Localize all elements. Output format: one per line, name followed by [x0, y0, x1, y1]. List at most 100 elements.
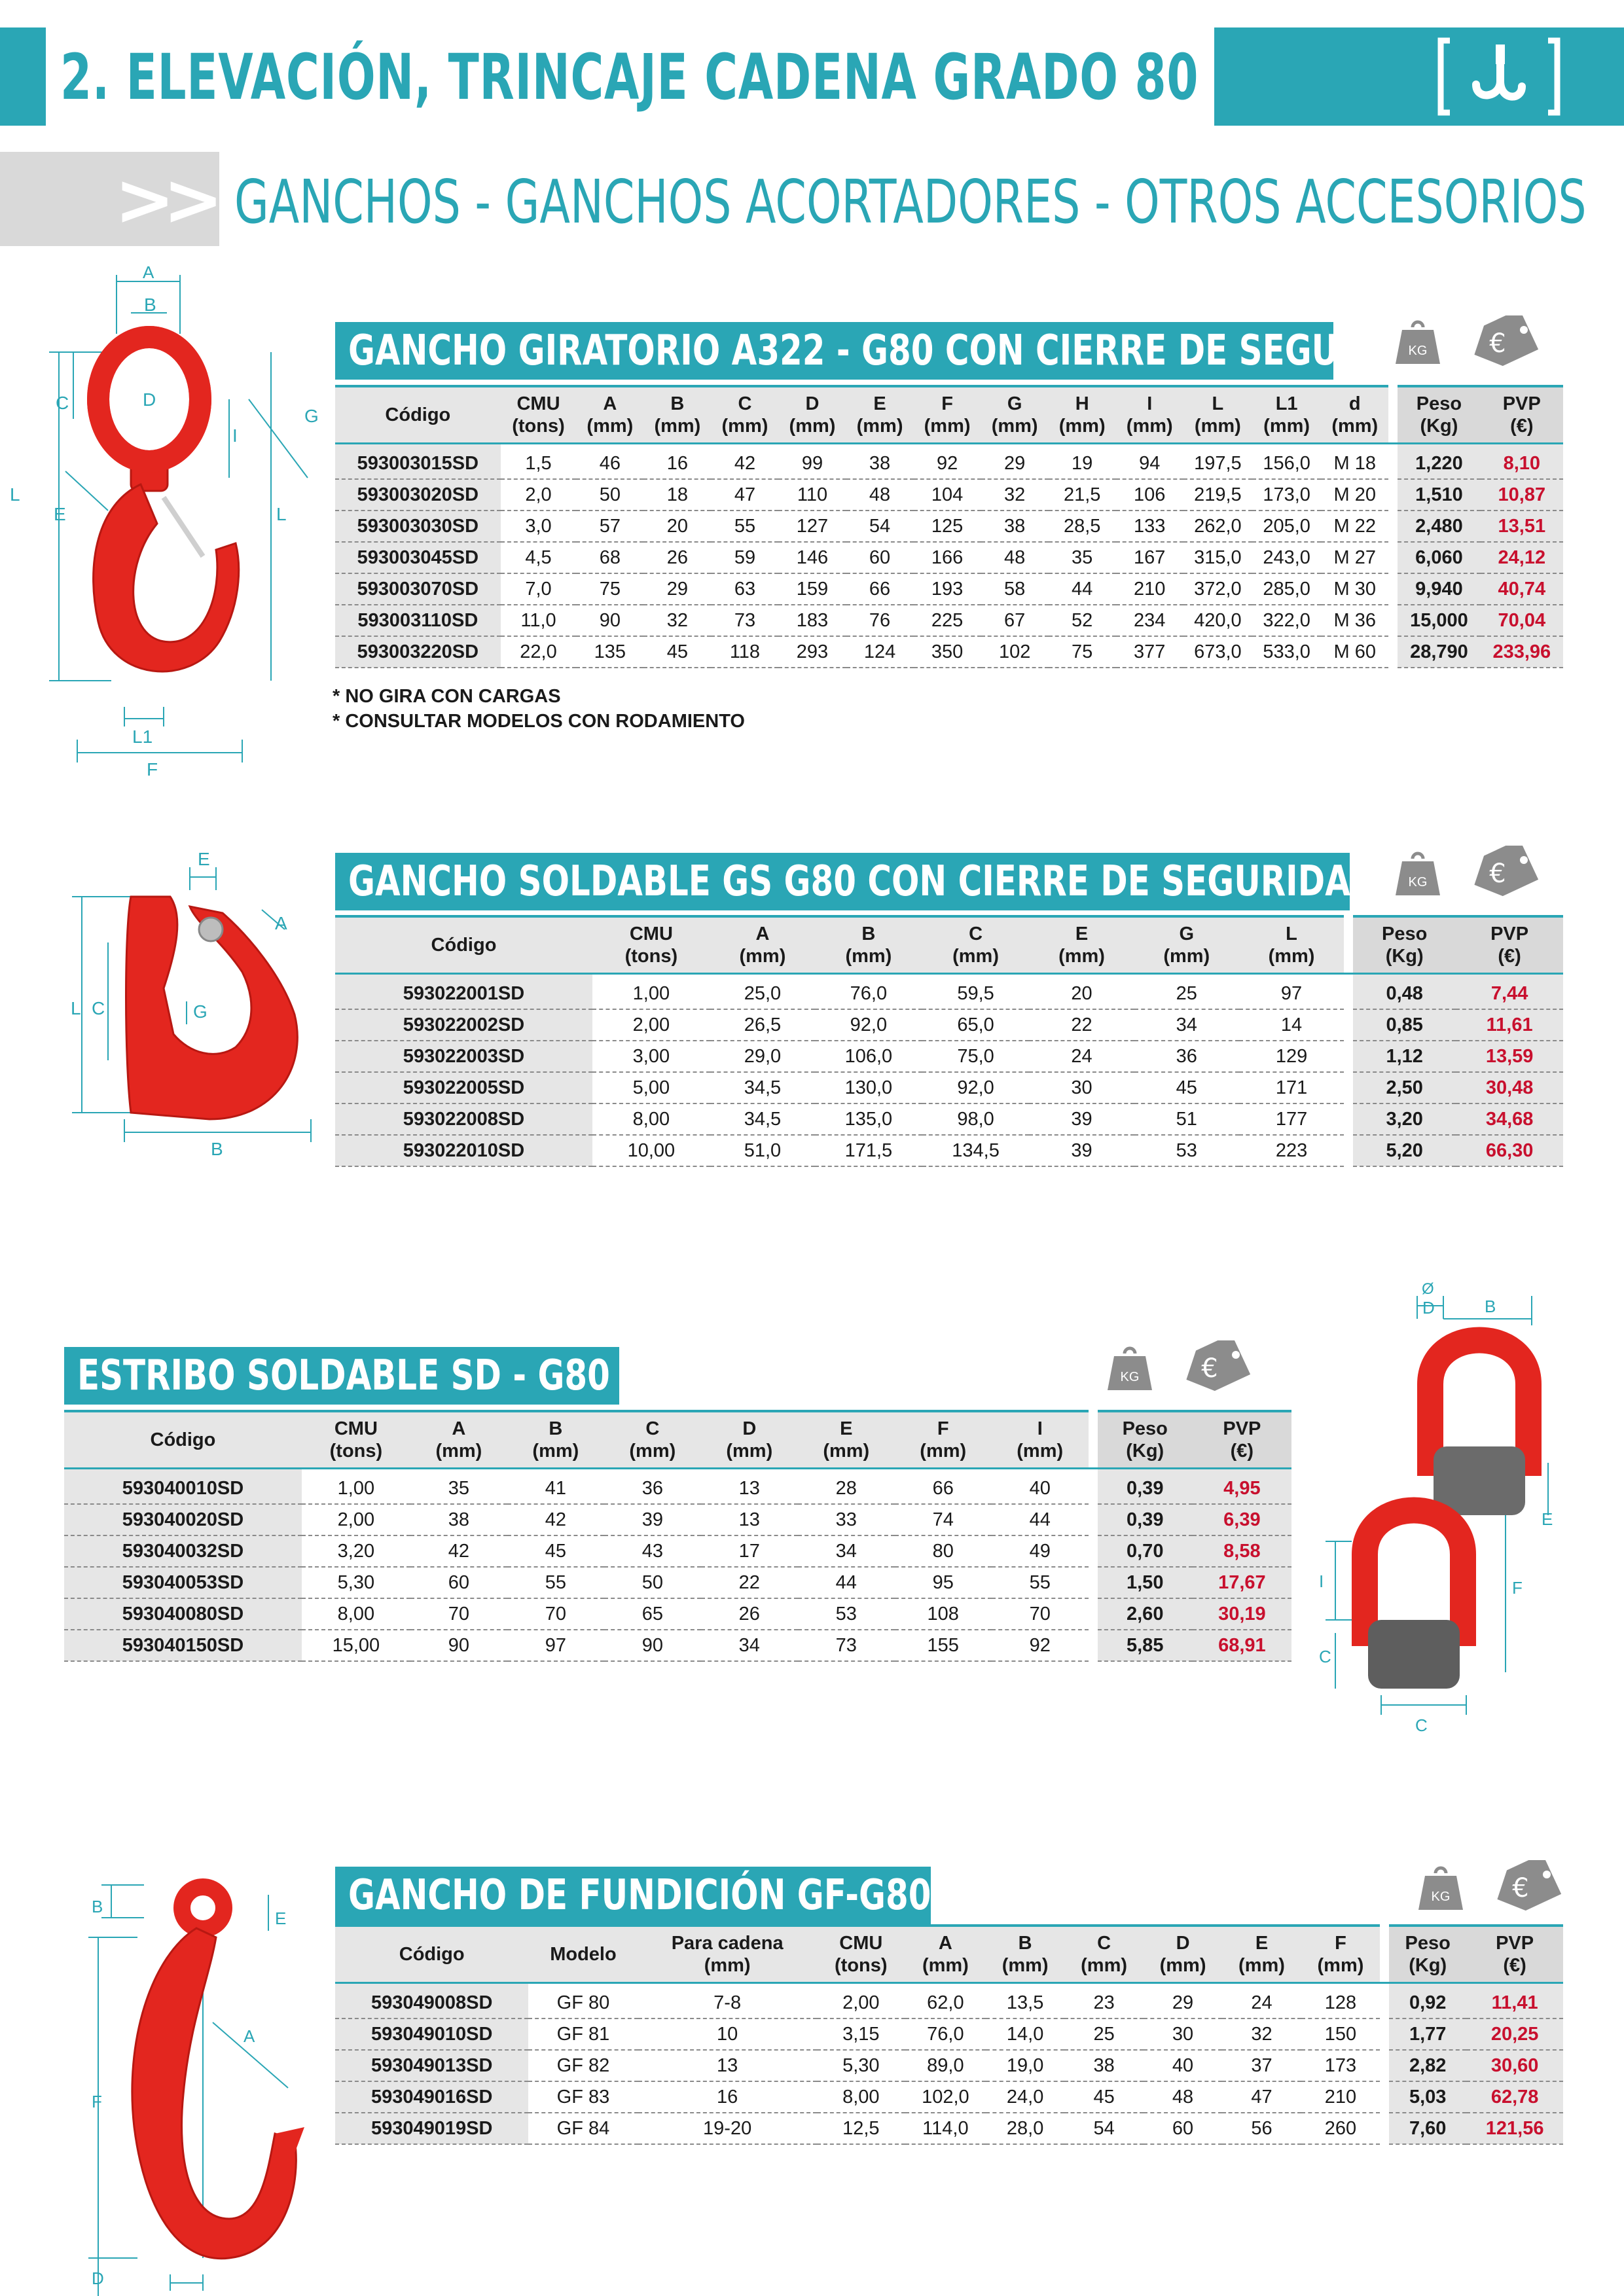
weight-value: 1,77 — [1389, 2018, 1467, 2051]
price-value: 7,44 — [1456, 973, 1563, 1010]
dim-label: L1 — [132, 726, 153, 747]
product-code: 593022002SD — [335, 1009, 592, 1041]
product-code: 593040053SD — [64, 1567, 302, 1599]
spec-value: 58 — [981, 573, 1049, 605]
table-row: 593022005SD 5,00 34,5 130,0 92,0 30 45 171 2,50 3… — [335, 1072, 1563, 1104]
spec-value: 42 — [410, 1535, 507, 1568]
spec-value: 40 — [991, 1468, 1089, 1505]
column-header-unit: (mm) — [1317, 1955, 1364, 1976]
note: * NO GIRA CON CARGAS — [333, 686, 561, 707]
column-header-label: B — [549, 1418, 563, 1439]
spec-value: 125 — [913, 511, 981, 543]
spec-value: 17 — [700, 1535, 798, 1568]
weight-icon: KG — [1108, 1346, 1152, 1390]
spec-value: 533,0 — [1252, 636, 1322, 668]
spec-value: 5,00 — [592, 1072, 710, 1104]
table-row: 593040032SD 3,20 42 45 43 17 34 80 49 0,70 8,58 — [64, 1535, 1291, 1568]
product-icons: KG € — [1087, 1340, 1263, 1406]
column-header-unit: (mm) — [991, 416, 1038, 437]
spec-value: 22,0 — [500, 636, 577, 668]
spec-value: 25 — [1134, 973, 1239, 1010]
column-header-unit: (mm) — [845, 946, 892, 967]
column-header-unit: (mm) — [1194, 416, 1241, 437]
dim-label: D — [92, 2269, 104, 2288]
product-code: 593049010SD — [335, 2018, 529, 2051]
column-header-label: CMU — [629, 924, 673, 944]
column-header-unit: (mm) — [789, 416, 836, 437]
dim-label: E — [54, 504, 66, 524]
column-header-unit: (mm) — [920, 1441, 967, 1462]
column-header-unit: (mm) — [1159, 1955, 1206, 1976]
weight-value: 0,85 — [1353, 1009, 1456, 1041]
column-header-label: PVP — [1496, 1933, 1534, 1954]
column-header-label: C — [969, 924, 983, 944]
spec-value: 135 — [576, 636, 644, 668]
spec-value: 4,5 — [500, 542, 577, 574]
spec-value: 60 — [846, 542, 914, 574]
spec-value: 285,0 — [1252, 573, 1322, 605]
spec-value: 13 — [700, 1468, 798, 1505]
spec-value: 48 — [981, 542, 1049, 574]
spec-value: 54 — [846, 511, 914, 543]
spec-value: 159 — [778, 573, 846, 605]
price-value: 11,41 — [1466, 1982, 1563, 2019]
column-gap — [1380, 2081, 1390, 2113]
spec-value: 50 — [604, 1567, 701, 1599]
table-row: 593022001SD 1,00 25,0 76,0 59,5 20 25 97 0,48 7,4… — [335, 973, 1563, 1010]
column-header-label: Peso — [1122, 1418, 1168, 1439]
spec-value: 70 — [991, 1598, 1089, 1630]
column-header: C (mm) — [711, 385, 779, 444]
column-gap — [1344, 1072, 1354, 1103]
column-gap — [1088, 1504, 1098, 1535]
product-code: 593003070SD — [335, 573, 501, 605]
spec-value: 35 — [1048, 542, 1116, 574]
column-header: E (mm) — [1029, 915, 1134, 975]
column-header: F (mm) — [913, 385, 981, 444]
product-code: 593003015SD — [335, 443, 501, 480]
column-header-label: E — [1255, 1933, 1269, 1954]
spec-value: 41 — [507, 1468, 604, 1505]
spec-value: 62,0 — [905, 1982, 986, 2019]
spec-value: 156,0 — [1252, 443, 1322, 480]
column-header: d (mm) — [1321, 385, 1389, 444]
spec-value: 10,00 — [592, 1135, 710, 1167]
spec-value: 8,00 — [301, 1598, 410, 1630]
spec-value: 114,0 — [905, 2113, 986, 2145]
table-row: 593022003SD 3,00 29,0 106,0 75,0 24 36 129 1,12 1… — [335, 1041, 1563, 1073]
weight-value: 2,480 — [1398, 511, 1481, 543]
weight-icon: KG — [1418, 1866, 1463, 1910]
spec-value: 166 — [913, 542, 981, 574]
spec-value: 16 — [643, 443, 712, 480]
column-header-label: C — [738, 393, 752, 414]
spec-value: 5,30 — [816, 2050, 905, 2082]
column-header: CMU (tons) — [816, 1924, 905, 1984]
column-gap — [1088, 1567, 1098, 1598]
price-tag-icon: € — [1474, 846, 1538, 897]
column-header: C (mm) — [922, 915, 1030, 975]
spec-value: 210 — [1301, 2081, 1380, 2113]
spec-value: 26 — [643, 542, 712, 574]
spec-value: 350 — [913, 636, 981, 668]
column-header-unit: (mm) — [1331, 416, 1379, 437]
column-header: E (mm) — [846, 385, 914, 444]
table-header-row: Código CMU (tons) A (mm) B (mm) C (mm) E (mm) G (mm)… — [335, 915, 1563, 975]
price-value: 121,56 — [1466, 2113, 1563, 2145]
spec-value: M 30 — [1321, 573, 1389, 605]
spec-value: 53 — [1134, 1135, 1239, 1167]
product-code: 593022003SD — [335, 1041, 592, 1073]
column-header-label: F — [1335, 1933, 1346, 1954]
column-gap — [1388, 573, 1398, 605]
header-right-band — [1214, 27, 1624, 126]
column-header: F (mm) — [894, 1410, 992, 1469]
spec-value: 193 — [913, 573, 981, 605]
spec-value: 63 — [711, 573, 779, 605]
product-code: 593003220SD — [335, 636, 501, 668]
page-title: 2. ELEVACIÓN, TRINCAJE CADENA GRADO 80 Y… — [60, 41, 1595, 114]
spec-value: 13 — [700, 1504, 798, 1536]
spec-value: 2,00 — [592, 1009, 710, 1041]
column-header-label: Peso — [1405, 1933, 1451, 1954]
spec-value: 57 — [576, 511, 644, 543]
column-header-label: E — [1075, 924, 1089, 944]
spec-value: 98,0 — [922, 1103, 1030, 1136]
spec-value: GF 82 — [528, 2050, 638, 2082]
